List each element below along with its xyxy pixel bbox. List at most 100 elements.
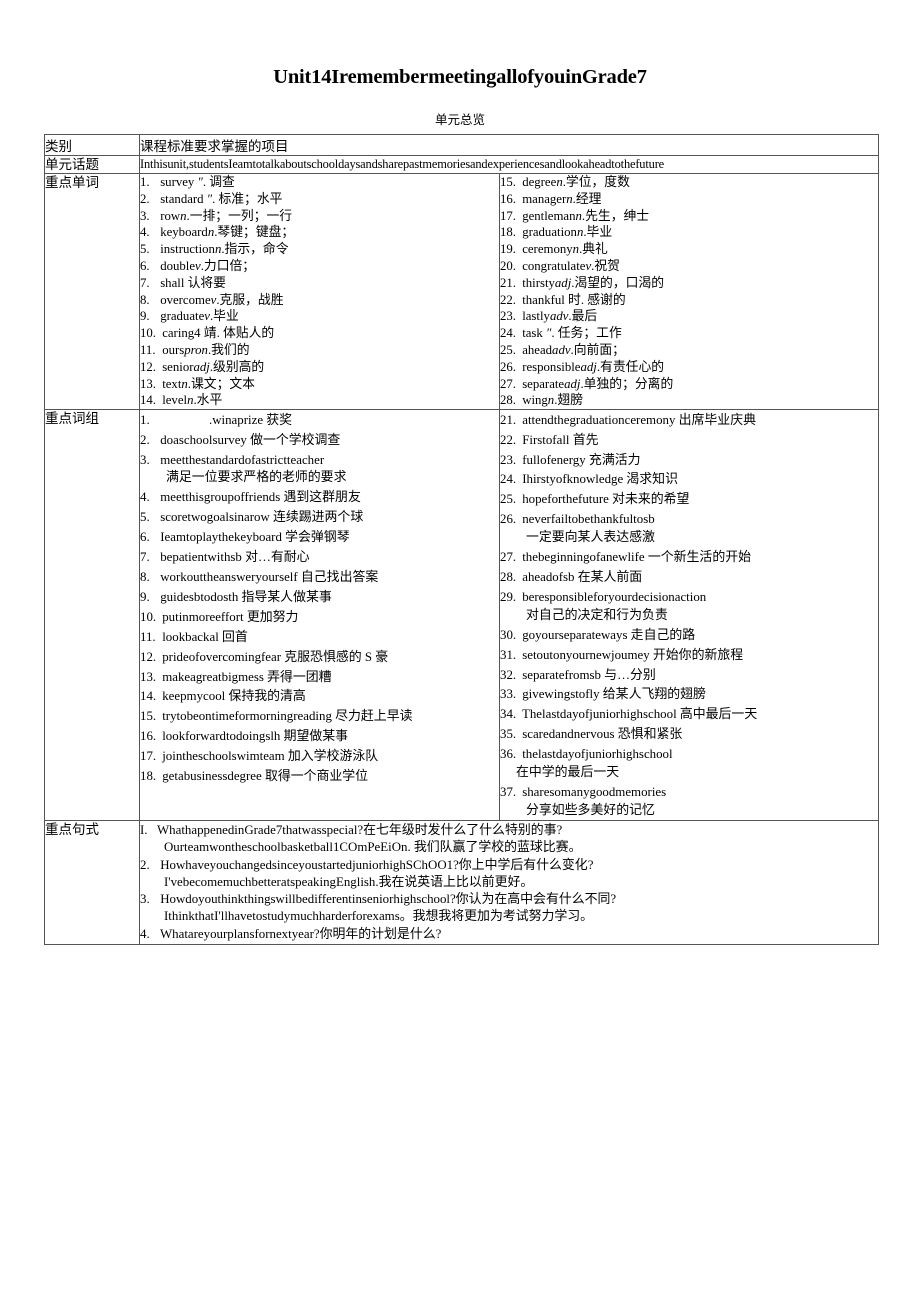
vocab-part-of-speech: ″ (194, 175, 203, 190)
sentence-number: 4. (140, 927, 150, 942)
phrase-text: lookbackal 回首 (159, 629, 248, 644)
phrase-number: 28. (500, 570, 517, 584)
vocab-number: 22. (500, 292, 516, 307)
vocab-word: task (519, 326, 543, 341)
vocab-meaning: .克服，战胜 (216, 292, 284, 307)
vocab-meaning: 时. 感谢的 (564, 292, 626, 307)
phrase-number: 21. (500, 412, 517, 427)
phrase-item: 8. workouttheansweryourself 自己找出答案 (140, 568, 499, 588)
vocab-meaning: .毕业 (583, 225, 613, 240)
table-row-key-sentences: 重点句式 I. WhathappenedinGrade7thatwasspecia… (44, 820, 879, 945)
vocab-meaning: .有责任心的 (596, 359, 665, 374)
vocab-part-of-speech: adj (580, 359, 597, 374)
vocab-number: 21. (500, 275, 516, 290)
phrase-number: 8. (140, 570, 150, 584)
sentence-text: Howdoyouthinkthingswillbedifferentinseni… (157, 892, 617, 907)
table-header-row: 类别 课程标准要求掌握的项目 (44, 133, 879, 156)
phrase-text: aheadofsb 在某人前面 (519, 570, 643, 584)
phrase-text: neverfailtobethankfultosb (519, 512, 655, 527)
phrase-number: 10. (140, 609, 157, 624)
vocab-part-of-speech: n (187, 393, 194, 408)
vocab-meaning: . 任务；工作 (551, 326, 622, 341)
vocab-meaning: 靖. 体贴人的 (200, 326, 275, 341)
phrase-translation: 分享如些多美好的记忆 (526, 802, 655, 817)
phrase-item: 26. neverfailtobethankfultosb 一定要向某人表达感激 (500, 510, 878, 548)
vocab-word: degree (519, 175, 557, 190)
phrase-number: 18. (140, 769, 157, 784)
vocab-item: 13. textn.课文；文本 (140, 376, 499, 393)
phrase-item: 24. Ihirstyofknowledge 渴求知识 (500, 470, 878, 490)
vocab-number: 10. (140, 326, 156, 341)
phrase-text: Ihirstyofknowledge 渴求知识 (519, 472, 678, 487)
phrase-number: 36. (500, 747, 517, 762)
vocab-number: 9. (140, 309, 150, 324)
vocab-meaning: .一排；一列；一行 (186, 208, 293, 223)
phrase-text: putinmoreeffort 更加努力 (159, 609, 299, 624)
vocab-word: separate (519, 376, 565, 391)
phrase-item: 34. Thelastdayofjuniorhighschool 高中最后一天 (500, 705, 878, 725)
phrase-item: 25. hopeforthefuture 对未来的希望 (500, 490, 878, 510)
vocab-number: 8. (140, 292, 150, 307)
vocab-number: 20. (500, 259, 516, 274)
key-phrases-column-left: 1. .winaprize 获奖 2. doaschoolsurvey 做一个学校调… (139, 409, 500, 822)
phrase-item: 15. trytobeontimeformorningreading 尽力赶上早… (140, 707, 499, 727)
vocab-item: 21. thirstyadj.渴望的，口渴的 (500, 275, 878, 292)
sentence-number: I. (140, 822, 148, 837)
phrase-translation: 在中学的最后一天 (516, 765, 620, 780)
vocab-meaning: .单独的；分离的 (580, 376, 674, 391)
vocab-word: responsible (519, 359, 581, 374)
phrase-number: 9. (140, 589, 150, 604)
key-words-column-left: 1. survey ″. 调查 2. standard ″. 标准；水平 3. ro… (139, 173, 500, 411)
phrase-number: 7. (140, 550, 150, 565)
vocab-part-of-speech: v (210, 292, 217, 307)
vocab-meaning: . 调查 (202, 175, 235, 190)
vocab-part-of-speech: n (180, 208, 187, 223)
phrase-number: 11. (140, 629, 156, 644)
table-row-key-words: 重点单词 1. survey ″. 调查 2. standard ″. 标准；水平… (44, 173, 879, 411)
vocab-number: 19. (500, 242, 516, 257)
vocab-word: caring4 (159, 326, 201, 341)
vocab-item: 15. degreen.学位，度数 (500, 174, 878, 191)
row-label-key-phrases: 重点词组 (44, 409, 140, 822)
vocab-part-of-speech: adj (564, 376, 581, 391)
vocab-item: 5. instructionn.指示，命令 (140, 241, 499, 258)
row-label-unit-topic: 单元话题 (44, 154, 140, 175)
phrase-number: 1. (140, 412, 150, 427)
phrase-item: 18. getabusinessdegree 取得一个商业学位 (140, 767, 499, 787)
vocab-item: 10. caring4 靖. 体贴人的 (140, 325, 499, 342)
phrase-number: 14. (140, 689, 157, 704)
phrase-number: 26. (500, 512, 517, 527)
vocab-part-of-speech: ″ (203, 191, 213, 206)
phrase-item: 3. meetthestandardofastrictteacher 满足一位要求… (140, 450, 499, 488)
phrase-number: 29. (500, 589, 517, 604)
phrase-item: 23. fullofenergy 充满活力 (500, 450, 878, 470)
vocab-word: lastly (519, 309, 550, 324)
phrase-item: 27. thebeginningofanewlife 一个新生活的开始 (500, 548, 878, 568)
vocab-item: 17. gentlemann.先生，绅士 (500, 208, 878, 225)
phrase-item: 6. Ieamtoplaythekeyboard 学会弹钢琴 (140, 528, 499, 548)
vocab-meaning: 认将要 (184, 275, 226, 290)
phrase-number: 17. (140, 749, 157, 764)
vocab-item: 28. wingn.翅膀 (500, 392, 878, 409)
phrase-number: 35. (500, 727, 517, 742)
unit-topic-text: Inthisunit,studentsIeamtotalkaboutschool… (139, 154, 879, 175)
vocab-item: 6. doublev.力口倍； (140, 258, 499, 275)
vocab-part-of-speech: n (566, 191, 573, 206)
key-words-column-right: 15. degreen.学位，度数 16. managern.经理 17. gent… (499, 173, 879, 411)
vocab-item: 18. graduationn.毕业 (500, 224, 878, 241)
row-label-key-sentences: 重点句式 (44, 820, 140, 945)
key-sentences-content: I. WhathappenedinGrade7thatwasspecial?在七年… (139, 820, 879, 945)
phrase-number: 16. (140, 729, 157, 744)
vocab-word: wing (519, 393, 548, 408)
phrase-item: 9. guidesbtodosth 指导某人做某事 (140, 587, 499, 607)
vocab-part-of-speech: v (195, 259, 201, 274)
phrase-item: 10. putinmoreeffort 更加努力 (140, 607, 499, 627)
vocab-item: 25. aheadadv.向前面； (500, 342, 878, 359)
vocab-word: senior (159, 359, 194, 374)
vocab-item: 2. standard ″. 标准；水平 (140, 191, 499, 208)
phrase-text: hopeforthefuture 对未来的希望 (519, 492, 690, 507)
vocab-item: 7. shall 认将要 (140, 275, 499, 292)
vocab-part-of-speech: adv (552, 343, 571, 358)
vocab-item: 22. thankful 时. 感谢的 (500, 292, 878, 309)
